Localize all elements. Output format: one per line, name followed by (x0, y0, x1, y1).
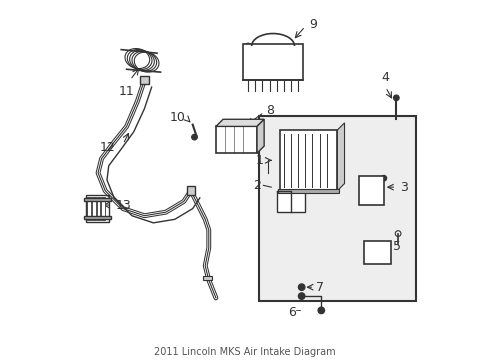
Bar (186, 186, 195, 195)
Bar (83, 216, 110, 219)
Text: 3: 3 (399, 181, 407, 194)
Text: 6: 6 (288, 306, 296, 319)
Bar (97, 197, 100, 220)
Bar (216, 126, 257, 153)
Bar (242, 44, 303, 80)
Text: 13: 13 (116, 198, 131, 212)
Text: 11: 11 (119, 85, 134, 98)
Bar (278, 189, 339, 193)
Text: 1: 1 (255, 154, 263, 167)
Text: 2011 Lincoln MKS Air Intake Diagram: 2011 Lincoln MKS Air Intake Diagram (153, 347, 335, 357)
Bar (101, 197, 104, 220)
Polygon shape (337, 123, 344, 191)
Circle shape (317, 307, 324, 314)
Text: 8: 8 (265, 104, 273, 117)
Bar (83, 198, 110, 202)
Text: 10: 10 (169, 111, 185, 124)
Circle shape (380, 175, 386, 181)
Text: 2: 2 (252, 179, 260, 192)
Text: 9: 9 (308, 18, 316, 31)
Bar (276, 191, 305, 212)
Bar (140, 76, 148, 84)
Bar (203, 276, 212, 280)
Bar (92, 197, 95, 220)
Circle shape (191, 134, 197, 140)
Bar (358, 176, 383, 205)
Circle shape (298, 284, 304, 291)
Bar (364, 241, 390, 264)
Bar (258, 116, 415, 301)
Bar (87, 197, 91, 220)
Text: 4: 4 (381, 71, 389, 84)
Text: 7: 7 (315, 281, 323, 294)
Text: 5: 5 (392, 240, 400, 253)
Circle shape (298, 293, 304, 299)
Bar (280, 130, 337, 191)
Text: 12: 12 (100, 141, 116, 154)
Circle shape (393, 95, 398, 101)
Bar (85, 195, 108, 222)
Polygon shape (257, 119, 264, 153)
Polygon shape (216, 119, 264, 126)
